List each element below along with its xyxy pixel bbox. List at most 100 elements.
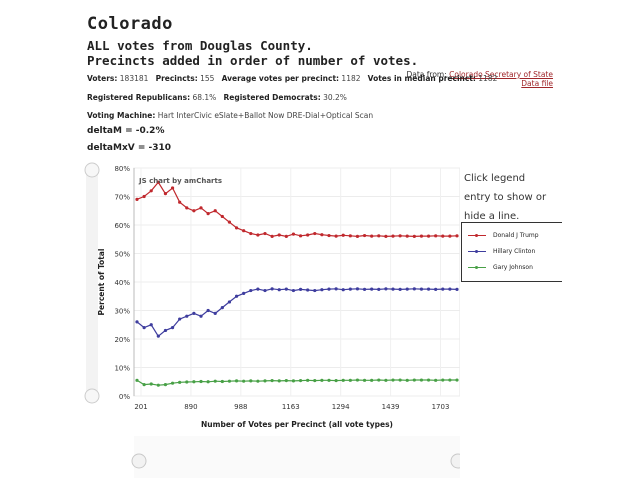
average-votes-label: Average votes per precinct: xyxy=(221,74,340,83)
data-point xyxy=(320,288,324,292)
data-point xyxy=(234,226,239,230)
data-point xyxy=(370,378,374,382)
x-axis-title: Number of Votes per Precinct (all vote t… xyxy=(201,420,393,429)
delta-m: deltaM = -0.2% xyxy=(87,126,165,136)
data-point xyxy=(178,317,182,321)
line-chart: 0% 10% 20% 30% 40% 50% 60% 70% 80% 201 890 988 1163 1… xyxy=(84,162,466,487)
data-point xyxy=(199,206,203,210)
chart-container: 0% 10% 20% 30% 40% 50% 60% 70% 80% 201 890 988 1163 1… xyxy=(84,160,466,487)
legend-label-johnson: Gary Johnson xyxy=(493,264,533,271)
page-subtitle-county: ALL votes from Douglas County. xyxy=(87,38,313,53)
legend-swatch-clinton xyxy=(468,249,486,253)
data-point xyxy=(227,300,232,304)
data-point xyxy=(242,291,246,295)
data-point xyxy=(419,378,424,382)
data-point xyxy=(362,378,367,382)
voters-label: Voters: xyxy=(87,74,118,83)
registered-democrats-label: Registered Democrats: xyxy=(223,93,321,102)
data-point xyxy=(256,233,260,237)
source-link[interactable]: Colorado Secretary of State xyxy=(449,70,553,79)
data-point xyxy=(227,220,232,224)
y-tick-label: 30% xyxy=(114,308,130,316)
data-point xyxy=(256,379,260,383)
data-point xyxy=(441,234,445,238)
y-tick-label: 40% xyxy=(114,279,130,287)
data-point xyxy=(242,379,246,383)
series-line-1 xyxy=(136,288,458,338)
data-point xyxy=(334,379,338,383)
data-point xyxy=(313,288,317,293)
data-point xyxy=(334,234,338,238)
data-point xyxy=(170,381,175,385)
data-point xyxy=(284,234,288,238)
data-point xyxy=(377,234,381,238)
legend-item-johnson[interactable]: Gary Johnson xyxy=(468,264,533,271)
data-point xyxy=(291,288,296,293)
y-tick-label: 60% xyxy=(114,222,130,230)
data-point xyxy=(355,287,360,291)
data-point xyxy=(163,192,168,196)
data-point xyxy=(263,231,267,236)
data-point xyxy=(220,306,224,310)
data-point xyxy=(306,233,310,237)
data-point xyxy=(249,288,253,293)
median-votes-label: Votes in median precinct: xyxy=(367,74,476,83)
data-point xyxy=(327,378,331,382)
data-point xyxy=(398,234,402,238)
data-point xyxy=(441,378,445,382)
data-point xyxy=(142,194,146,199)
registered-republicans-label: Registered Republicans: xyxy=(87,93,191,102)
scrollbar-grip-left[interactable] xyxy=(131,453,147,469)
precincts-value: 155 xyxy=(200,74,215,83)
data-point xyxy=(405,378,409,382)
data-point xyxy=(178,200,182,204)
data-point xyxy=(320,233,324,237)
data-point xyxy=(320,378,324,382)
voting-machine-value: Hart InterCivic eSlate+Ballot Now DRE-Di… xyxy=(157,111,374,120)
vertical-scroll-grip-top[interactable] xyxy=(84,162,100,178)
data-point xyxy=(434,287,438,292)
data-point xyxy=(227,379,232,383)
y-tick-label: 70% xyxy=(114,194,130,202)
data-point xyxy=(284,287,288,291)
data-point xyxy=(362,233,367,238)
data-point xyxy=(306,288,310,292)
source-block: Data from: Colorado Secretary of State D… xyxy=(406,70,553,88)
data-point xyxy=(448,234,452,238)
data-point xyxy=(192,209,196,213)
scrollbar-grip-right[interactable] xyxy=(450,453,466,469)
data-point xyxy=(348,234,352,238)
registered-republicans-value: 68.1% xyxy=(192,93,217,102)
data-point xyxy=(185,314,189,318)
series-line-0 xyxy=(136,181,458,238)
stats-row-1: Voters: 183181 Precincts: 155 Average vo… xyxy=(87,74,497,83)
legend-item-clinton[interactable]: Hillary Clinton xyxy=(468,248,535,255)
legend-item-trump[interactable]: Donald J Trump xyxy=(468,232,539,239)
data-point xyxy=(291,232,296,236)
data-point xyxy=(199,379,203,384)
data-point xyxy=(234,379,239,383)
data-point xyxy=(341,288,345,292)
vertical-scroll-grip-bottom[interactable] xyxy=(84,388,100,404)
legend-hint: Click legend entry to show or hide a lin… xyxy=(464,173,547,222)
data-point xyxy=(398,287,402,292)
data-point xyxy=(156,180,160,184)
data-point xyxy=(412,234,416,238)
x-tick-label: 1703 xyxy=(432,403,450,411)
median-votes-value: 1182 xyxy=(478,74,498,83)
stats-row-2: Registered Republicans: 68.1% Registered… xyxy=(87,93,347,102)
data-point xyxy=(149,323,153,327)
data-point xyxy=(156,334,160,338)
legend-label-clinton: Hillary Clinton xyxy=(493,248,536,255)
chart-credit: JS chart by amCharts xyxy=(138,177,222,185)
data-point xyxy=(277,379,281,383)
x-tick-label: 1439 xyxy=(382,403,400,411)
data-point xyxy=(270,287,274,291)
average-votes-value: 1182 xyxy=(341,74,361,83)
x-tick-label: 201 xyxy=(134,403,147,411)
voting-machine-label: Voting Machine: xyxy=(87,111,156,120)
data-point xyxy=(206,212,210,216)
data-file-link[interactable]: Data file xyxy=(521,79,553,88)
data-point xyxy=(419,287,424,291)
page-title: Colorado xyxy=(87,14,173,34)
